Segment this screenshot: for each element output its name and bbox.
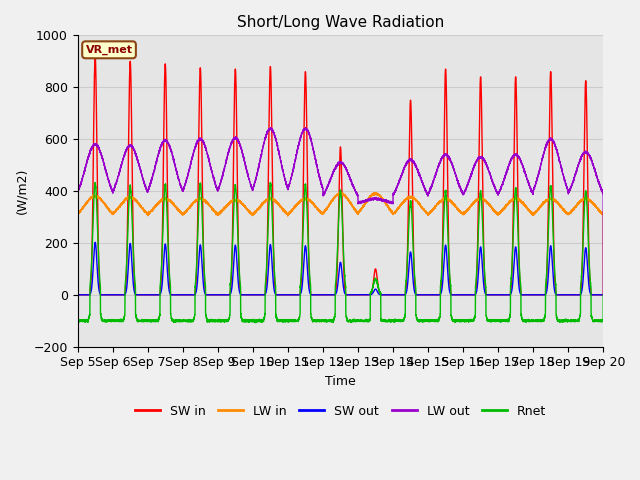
Legend: SW in, LW in, SW out, LW out, Rnet: SW in, LW in, SW out, LW out, Rnet	[130, 400, 551, 423]
Title: Short/Long Wave Radiation: Short/Long Wave Radiation	[237, 15, 444, 30]
Text: VR_met: VR_met	[86, 45, 132, 55]
Y-axis label: (W/m2): (W/m2)	[15, 168, 28, 214]
X-axis label: Time: Time	[325, 375, 356, 388]
